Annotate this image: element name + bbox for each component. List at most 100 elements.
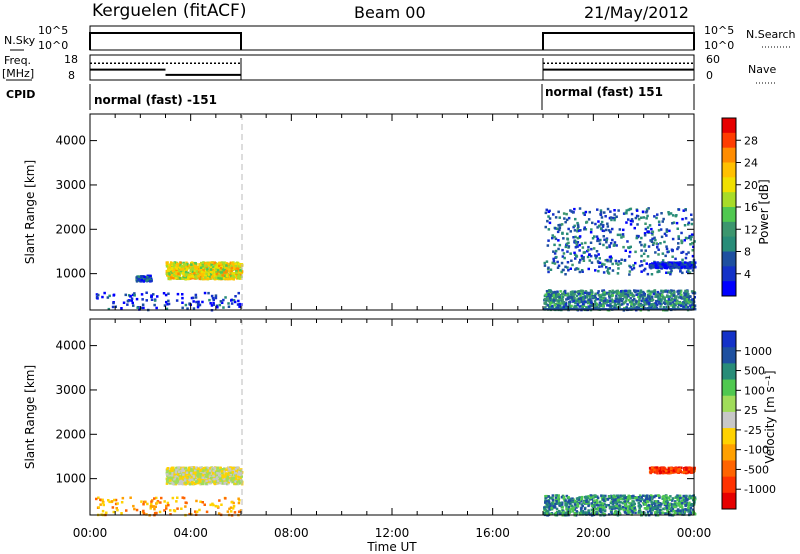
velocity-cell-914: [216, 479, 220, 483]
velocity-cell-1023: [233, 471, 237, 475]
power-cell-2276: [546, 219, 549, 223]
power-cell-2481: [641, 210, 645, 213]
power-cell-934: [213, 272, 216, 276]
power-cell-265: [221, 264, 224, 267]
velocity-cell-326: [171, 469, 175, 472]
power-cell-1733: [580, 300, 584, 304]
power-cell-1335: [607, 300, 610, 303]
power-cell-2346: [554, 237, 558, 241]
power-cell-1428: [594, 298, 598, 301]
velocity-cell-1850: [624, 496, 627, 500]
power-cell-2021: [581, 246, 585, 249]
power-cell-2036: [592, 247, 596, 250]
velocity-cell-1169: [566, 507, 570, 511]
power-cell-59: [131, 301, 134, 305]
power-cell-1252: [598, 301, 602, 304]
power-cell-2006: [640, 293, 643, 297]
velocity-cell-1834: [659, 511, 662, 515]
velocity-cell-1806: [655, 500, 658, 503]
power-cell-1952: [614, 303, 617, 307]
power-cell-1322: [642, 300, 646, 303]
power-cell-1600: [590, 299, 593, 303]
velocity-cell-1148: [596, 506, 600, 510]
power-cell-1765: [558, 299, 561, 302]
power-cell-777: [168, 277, 172, 280]
power-cell-2019: [590, 247, 593, 251]
power-cell-2000: [678, 289, 681, 293]
power-cell-2170: [582, 211, 585, 215]
power-cell-2018: [606, 207, 610, 211]
power-cell-2489: [628, 273, 631, 276]
power-cell-2012: [662, 217, 665, 221]
velocity-cell-2092: [662, 467, 666, 470]
power-cell-64: [207, 291, 210, 295]
power-cell-941: [213, 261, 217, 264]
velocity-cell-1143: [656, 507, 660, 510]
velocity-cell-1703: [629, 505, 632, 509]
power-cell-1049: [233, 266, 236, 270]
power-cell-2432: [665, 234, 668, 237]
power-cell-2084: [567, 269, 570, 272]
power-cbar-label-1: 24: [744, 157, 758, 170]
power-cell-964: [213, 277, 217, 281]
power-cell-2742: [652, 266, 655, 269]
power-cell-2728: [664, 264, 668, 268]
velocity-cell-87: [153, 497, 156, 500]
velocity-cell-119: [111, 506, 115, 509]
power-cell-113: [153, 299, 157, 302]
velocity-cell-1784: [573, 512, 577, 515]
power-cell-1275: [571, 291, 575, 295]
velocity-cell-652: [179, 468, 182, 471]
power-cell-2264: [573, 229, 577, 232]
power-cell-2125: [552, 213, 555, 216]
velocity-cell-681: [209, 474, 213, 477]
power-cell-24: [184, 303, 188, 307]
velocity-cell-634: [171, 477, 174, 480]
power-cell-1511: [671, 301, 675, 304]
power-cell-973: [204, 274, 207, 277]
power-cell-1078: [236, 267, 240, 271]
power-cell-2475: [583, 251, 586, 254]
power-cell-1921: [689, 304, 692, 307]
power-cell-1012: [172, 277, 175, 280]
velocity-cell-1478: [671, 503, 675, 506]
velocity-cell-1299: [549, 502, 552, 506]
power-cell-1059: [207, 263, 210, 266]
power-cell-1586: [558, 305, 562, 309]
velocity-cell-793: [187, 470, 190, 474]
velocity-cell-1471: [594, 500, 597, 504]
power-cell-1999: [587, 291, 590, 295]
power-cell-2733: [684, 261, 687, 264]
velocity-cell-1859: [654, 506, 657, 509]
velocity-cell-1161: [649, 509, 652, 512]
power-cell-986: [227, 262, 230, 266]
power-cell-2335: [587, 267, 590, 271]
power-cell-2377: [659, 242, 662, 245]
power-cell-2148: [634, 250, 637, 254]
power-cell-1114: [615, 294, 618, 298]
velocity-cell-1983: [680, 466, 683, 469]
velocity-cell-13: [163, 509, 166, 512]
power-cell-1071: [215, 267, 218, 271]
power-cbar-label-3: 16: [744, 201, 758, 214]
velocity-cell-102: [153, 507, 156, 511]
frequency-series: [90, 58, 694, 80]
power-cell-1840: [552, 291, 555, 294]
power-cell-2203: [658, 223, 661, 226]
velocity-cell-1665: [585, 495, 588, 498]
power-cell-2270: [596, 226, 599, 229]
power-cell-2434: [569, 267, 572, 270]
power-cell-2710: [670, 261, 674, 265]
power-cell-1074: [215, 265, 218, 269]
velocity-cell-876: [169, 482, 172, 485]
power-cell-2066: [637, 218, 641, 221]
velocity-cell-875: [176, 473, 180, 476]
power-cell-2171: [554, 216, 558, 219]
power-cell-2703: [681, 263, 684, 266]
noise-frame: [89, 25, 695, 51]
velocity-cell-1651: [601, 508, 604, 512]
velocity-cell-1131: [552, 500, 555, 503]
velocity-cell-1892: [672, 509, 676, 513]
